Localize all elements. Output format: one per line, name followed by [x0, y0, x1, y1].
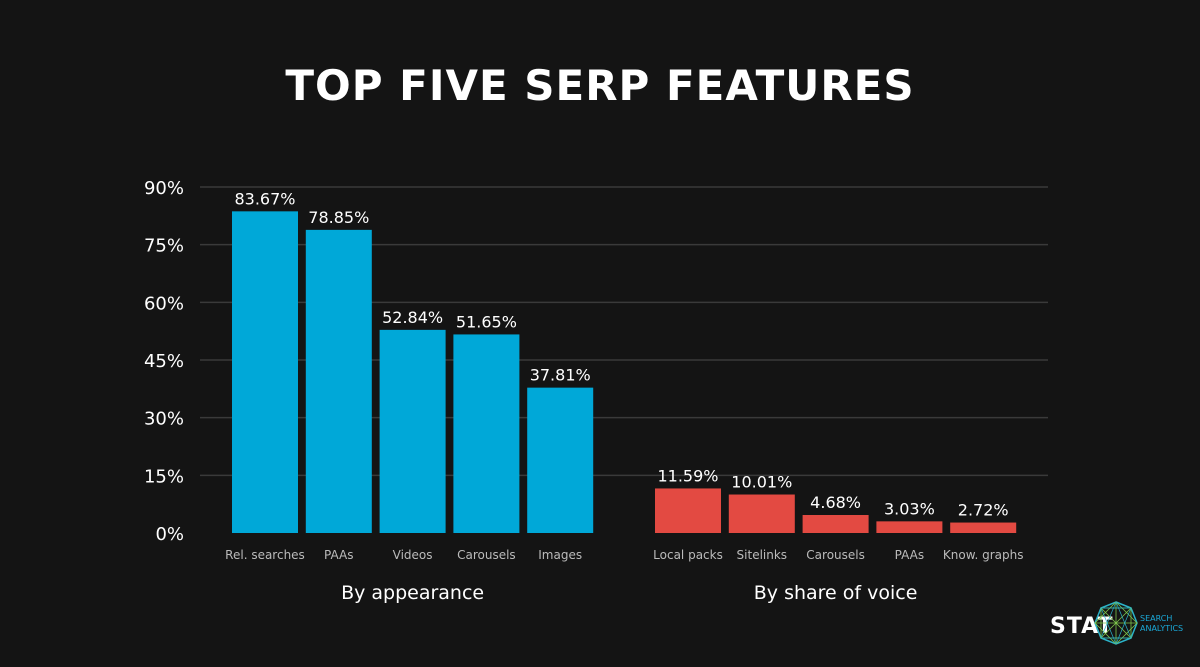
x-tick-label: Rel. searches [225, 548, 305, 562]
bar [379, 329, 446, 533]
x-tick-label: Carousels [457, 548, 516, 562]
bar [802, 515, 869, 533]
bars: 83.67% Rel. searches 78.85% PAAs 52.84% Video… [225, 189, 1023, 604]
y-tick-label: 30% [144, 409, 184, 430]
bar [305, 229, 372, 534]
group-label: By share of voice [754, 582, 918, 604]
y-tick-label: 60% [144, 293, 184, 314]
logo-subtext-2: ANALYTICS [1140, 624, 1183, 633]
y-tick-label: 45% [144, 351, 184, 372]
x-tick-label: Carousels [806, 548, 865, 562]
x-tick-label: PAAs [324, 548, 353, 562]
y-tick-label: 75% [144, 236, 184, 257]
data-label: 83.67% [234, 189, 295, 208]
y-tick-label: 0% [155, 524, 184, 545]
logo-subtext: SEARCH [1140, 614, 1172, 623]
x-tick-label: Know. graphs [943, 548, 1024, 562]
x-tick-label: Local packs [653, 548, 723, 562]
data-label: 2.72% [958, 501, 1009, 520]
y-tick-label: 90% [144, 178, 184, 199]
data-label: 51.65% [456, 312, 517, 331]
bar [728, 494, 795, 533]
bar [950, 522, 1017, 533]
data-label: 78.85% [308, 208, 369, 227]
data-label: 10.01% [731, 473, 792, 492]
x-tick-label: Videos [393, 548, 433, 562]
bar [876, 521, 943, 533]
data-label: 52.84% [382, 308, 443, 327]
x-tick-label: Sitelinks [737, 548, 788, 562]
data-label: 3.03% [884, 499, 935, 518]
x-tick-label: Images [538, 548, 582, 562]
group-label: By appearance [341, 582, 484, 604]
data-label: 37.81% [530, 366, 591, 385]
stat-logo: STAT SEARCH ANALYTICS [1050, 601, 1183, 645]
logo-polygon-icon [1094, 601, 1138, 645]
y-tick-label: 15% [144, 466, 184, 487]
bar [453, 334, 520, 533]
bar [232, 211, 298, 533]
data-label: 4.68% [810, 493, 861, 512]
x-tick-label: PAAs [895, 548, 924, 562]
bar [527, 387, 594, 533]
chart-title: TOP FIVE SERP FEATURES [285, 61, 914, 110]
bar [655, 488, 721, 533]
data-label: 11.59% [657, 466, 718, 485]
